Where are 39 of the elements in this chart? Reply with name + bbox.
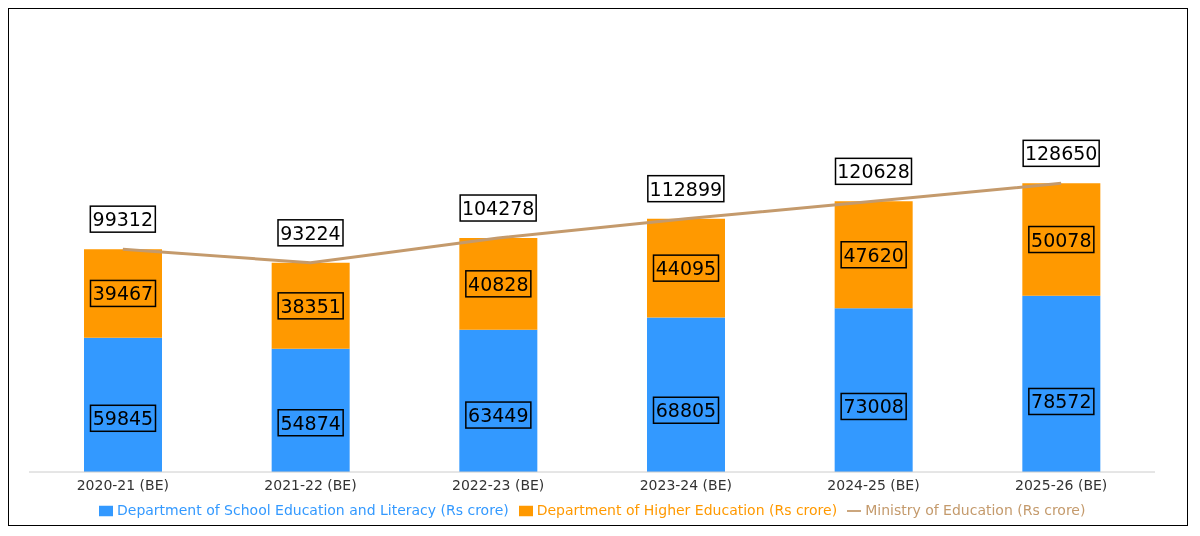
data-label: 93224: [280, 221, 341, 244]
bar: [84, 337, 162, 472]
x-tick-label: 2020-21 (BE): [76, 476, 169, 493]
data-label: 44095: [655, 257, 717, 280]
data-label: 78572: [1031, 390, 1092, 413]
bar: [834, 308, 913, 472]
bar: [1022, 183, 1101, 296]
x-tick-label: 2023-24 (BE): [639, 476, 732, 493]
x-tick-label: 2021-22 (BE): [264, 476, 357, 493]
data-label: 104278: [461, 197, 535, 220]
bar: [271, 348, 350, 472]
data-label: 47620: [843, 243, 904, 266]
data-label: 40828: [468, 272, 529, 295]
legend-label: Department of Higher Education (Rs crore): [536, 502, 838, 518]
bar: [84, 249, 162, 338]
data-label: 63449: [468, 404, 529, 427]
data-label: 128650: [1024, 142, 1098, 165]
data-label: 59845: [92, 407, 154, 430]
bar: [647, 317, 725, 472]
legend-label: Department of School Education and Literacy (Rs crore): [117, 502, 509, 518]
data-label: 99312: [92, 208, 154, 231]
bar: [459, 238, 538, 330]
data-label: 54874: [280, 411, 341, 434]
legend-label: Ministry of Education (Rs crore): [865, 502, 1086, 518]
x-tick-label: 2022-23 (BE): [452, 476, 545, 493]
data-label: 73008: [843, 395, 904, 418]
data-label: 120628: [837, 160, 910, 183]
bar: [459, 329, 538, 472]
bar: [271, 262, 350, 349]
data-label: 38351: [280, 294, 341, 317]
bar: [1022, 295, 1101, 472]
bar: [834, 201, 913, 309]
data-label: 50078: [1031, 228, 1092, 251]
bar: [647, 218, 725, 318]
x-tick-label: 2025-26 (BE): [1015, 476, 1108, 493]
data-label: 68805: [655, 399, 717, 422]
data-label: 39467: [92, 282, 154, 305]
x-tick-label: 2024-25 (BE): [827, 476, 920, 493]
data-label: 112899: [649, 177, 723, 200]
